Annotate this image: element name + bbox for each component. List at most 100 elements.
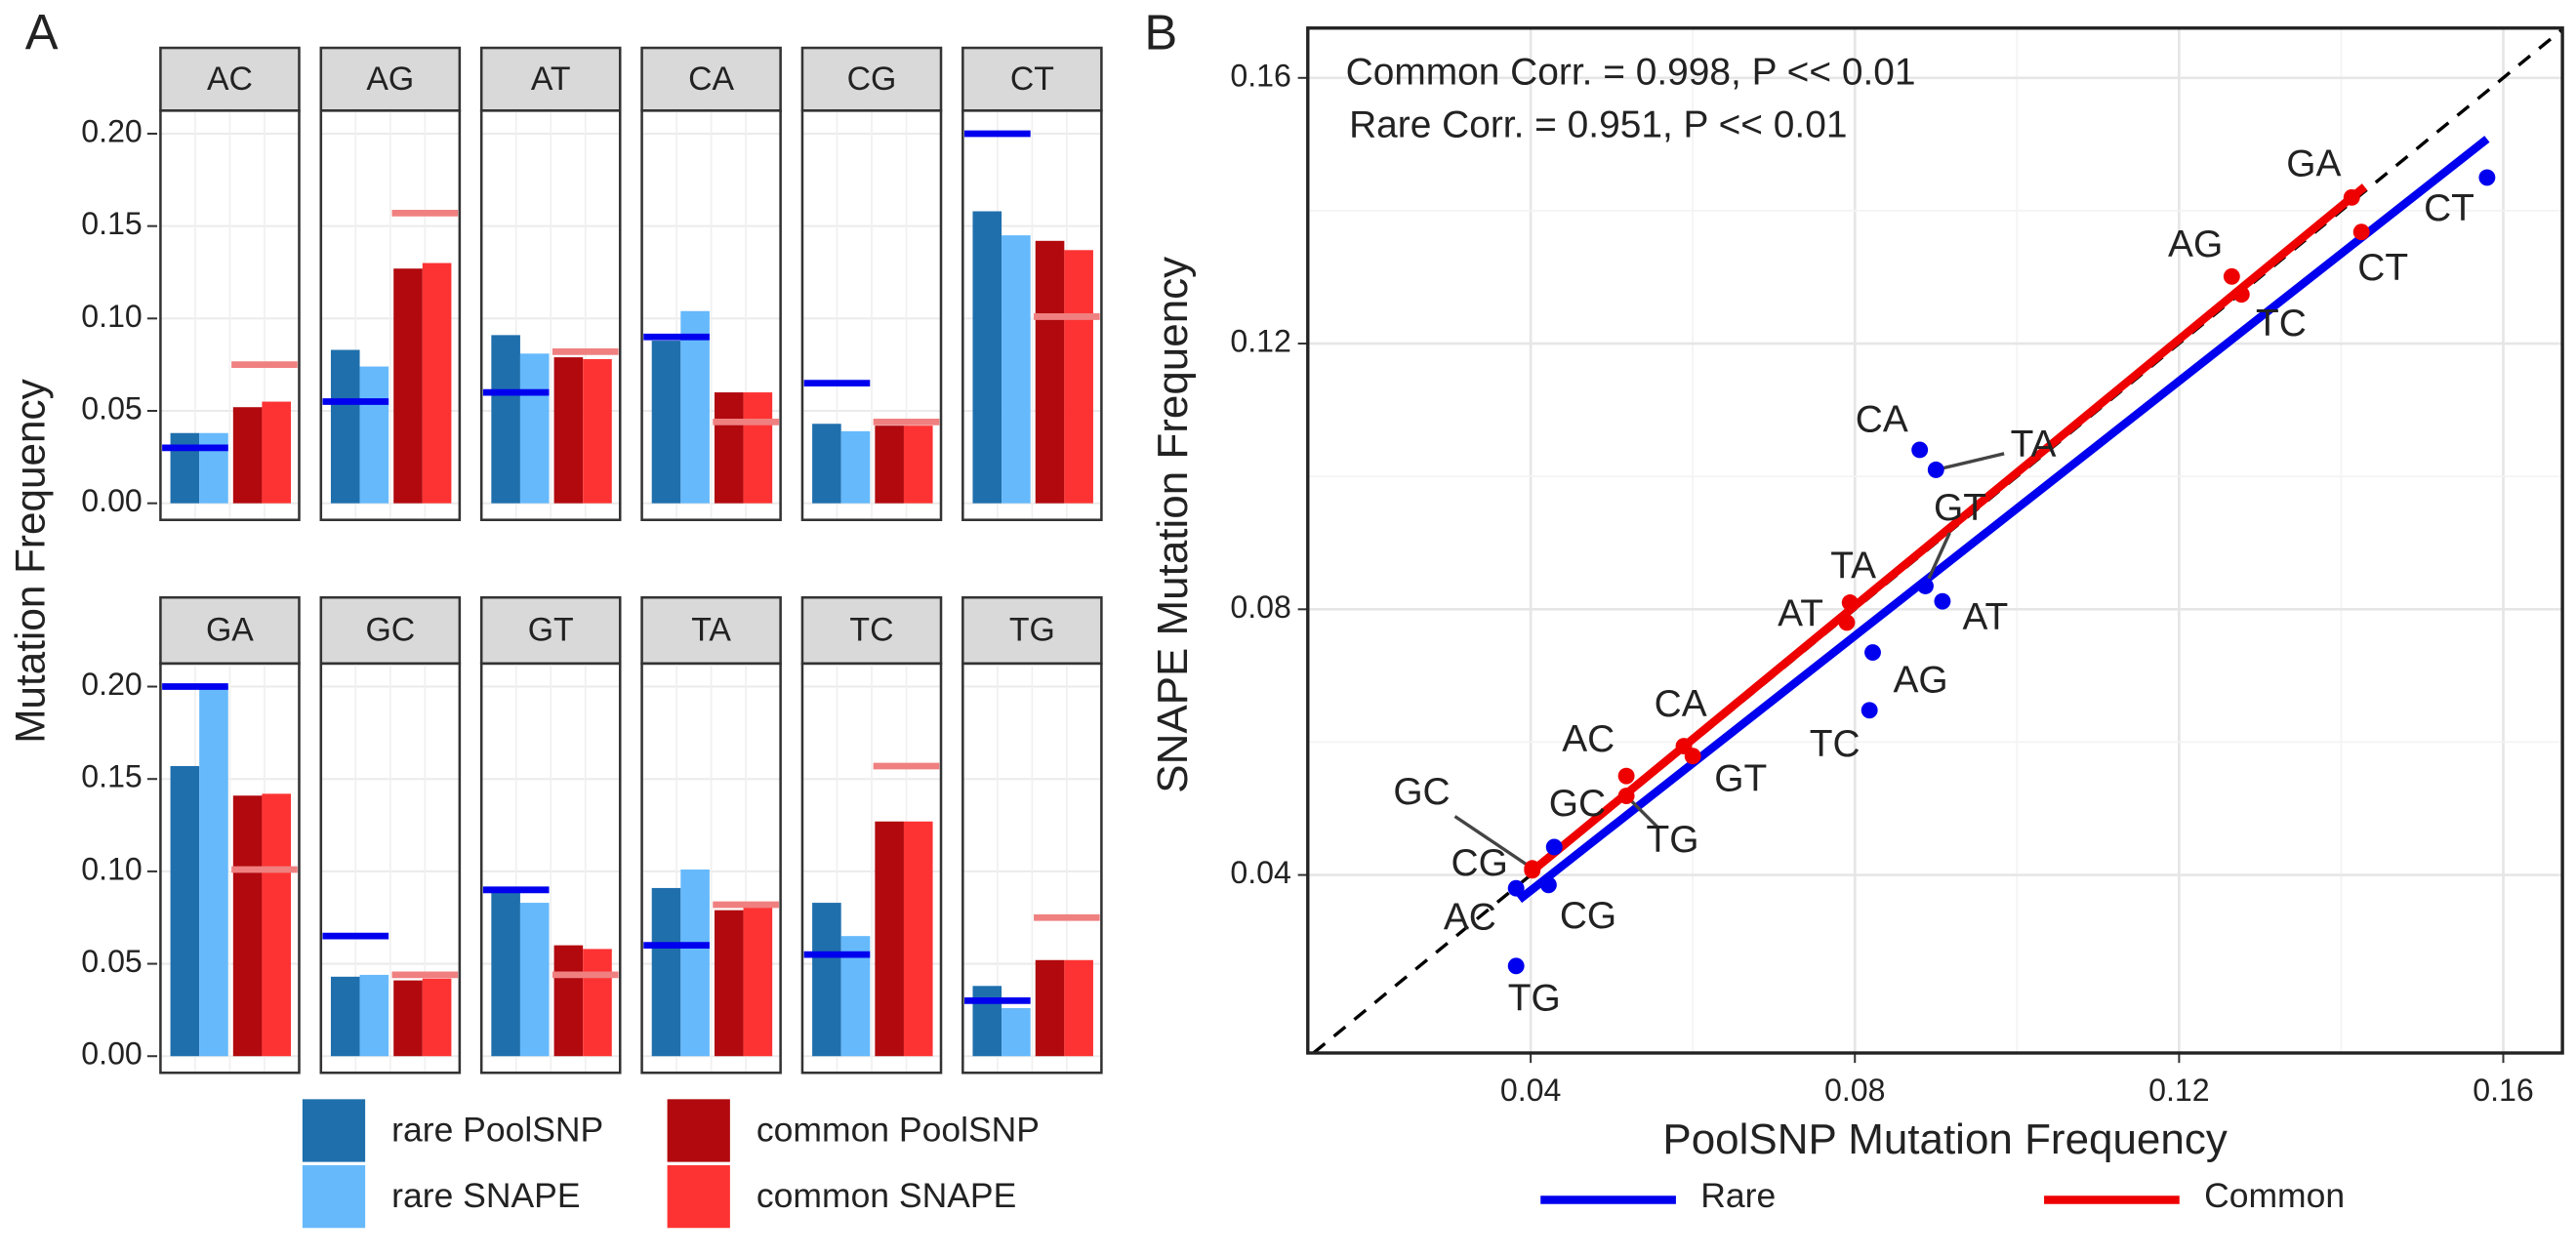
point-label: TG xyxy=(1646,819,1698,861)
point xyxy=(1507,879,1525,897)
panel-border xyxy=(961,662,1103,1074)
point-label: GT xyxy=(1714,757,1767,799)
y-tick-label: 0.15 xyxy=(81,759,143,794)
bar xyxy=(743,906,773,1057)
x-tick-label: 0.16 xyxy=(2473,1073,2534,1108)
x-tick-label: 0.04 xyxy=(1500,1073,1562,1108)
point xyxy=(1617,767,1635,785)
bar xyxy=(583,358,612,504)
strip xyxy=(159,46,301,112)
legend-label: rare PoolSNP xyxy=(391,1111,603,1150)
bar xyxy=(680,869,710,1057)
legend-label: Common xyxy=(2204,1176,2345,1215)
bar xyxy=(903,821,933,1057)
bar xyxy=(170,432,200,504)
y-tick-label: 0.05 xyxy=(81,944,143,979)
annotation: Rare Corr. = 0.951, P << 0.01 xyxy=(1349,103,1847,145)
bar xyxy=(875,425,904,504)
point xyxy=(1911,441,1929,459)
point xyxy=(1860,702,1878,719)
bar xyxy=(972,211,1002,504)
panel-border xyxy=(159,109,301,521)
bar xyxy=(743,392,773,504)
point xyxy=(1684,748,1701,765)
point xyxy=(2343,188,2360,206)
bar xyxy=(232,795,263,1057)
legend-swatch xyxy=(667,1164,730,1229)
bar xyxy=(1035,959,1065,1057)
panel-border xyxy=(1306,26,2564,1055)
bar xyxy=(1035,240,1065,504)
y-tick-label: 0.00 xyxy=(81,483,143,518)
point xyxy=(2478,169,2496,186)
point-label: CA xyxy=(1856,398,1908,440)
bar xyxy=(651,341,681,504)
legend-swatch xyxy=(302,1164,366,1229)
point xyxy=(1539,876,1557,894)
legend-swatch xyxy=(302,1099,366,1162)
point xyxy=(2232,286,2250,304)
annotation: Common Corr. = 0.998, P << 0.01 xyxy=(1346,51,1916,93)
legend-label: common PoolSNP xyxy=(756,1111,1040,1150)
point-label: CA xyxy=(1655,683,1707,725)
label-connector xyxy=(1453,815,1533,871)
point-label: TA xyxy=(1830,545,1876,587)
strip-label: AT xyxy=(531,61,571,98)
x-tick-label: 0.08 xyxy=(1824,1073,1886,1108)
strip-label: GT xyxy=(528,612,574,649)
bar xyxy=(651,887,681,1057)
point-label: GC xyxy=(1393,771,1450,813)
strip xyxy=(159,595,301,666)
bar xyxy=(199,432,228,504)
bar xyxy=(262,793,292,1057)
bar xyxy=(359,974,389,1057)
y-tick-label: 0.08 xyxy=(1230,589,1291,625)
bar xyxy=(1064,250,1093,504)
strip-label: GC xyxy=(365,612,415,649)
point xyxy=(1524,860,1541,877)
legend-swatch xyxy=(667,1099,730,1162)
point xyxy=(1545,838,1563,856)
point-label: TC xyxy=(1810,723,1860,765)
point-label: CG xyxy=(1452,842,1508,884)
point-label: CT xyxy=(2424,187,2474,229)
point xyxy=(2352,223,2370,241)
bar xyxy=(1002,235,1031,504)
y-tick-label: 0.20 xyxy=(81,113,143,148)
strip xyxy=(319,595,462,666)
bar xyxy=(553,357,584,504)
strip-label: CT xyxy=(1010,61,1054,98)
y-axis-label: SNAPE Mutation Frequency xyxy=(1149,257,1197,793)
bar xyxy=(491,335,520,504)
point xyxy=(1927,461,1944,478)
bar xyxy=(903,425,933,504)
panel-border xyxy=(319,109,462,521)
legend-label: rare SNAPE xyxy=(391,1176,580,1215)
strip xyxy=(800,595,943,666)
point xyxy=(1838,614,1856,631)
bar xyxy=(330,976,360,1057)
point-label: GA xyxy=(2286,142,2341,184)
label-connector xyxy=(1935,452,2005,472)
bar xyxy=(393,268,423,504)
point xyxy=(1864,644,1881,662)
point-label: AT xyxy=(1778,592,1823,634)
x-tick-label: 0.12 xyxy=(2148,1073,2210,1108)
y-tick-label: 0.20 xyxy=(81,667,143,702)
panel-border xyxy=(479,109,622,521)
point xyxy=(1617,788,1635,805)
panel-border xyxy=(800,109,943,521)
bar xyxy=(553,945,584,1057)
point-label: TA xyxy=(2011,424,2057,466)
bar xyxy=(583,949,612,1057)
bar xyxy=(875,821,904,1057)
bar xyxy=(519,903,550,1057)
x-axis-label: PoolSNP Mutation Frequency xyxy=(1662,1115,2227,1163)
strip xyxy=(479,595,622,666)
panel-border xyxy=(640,109,782,521)
panel-label: A xyxy=(25,5,59,61)
point-label: AG xyxy=(2168,223,2223,265)
bar xyxy=(359,366,389,504)
y-tick-label: 0.15 xyxy=(81,206,143,241)
strip xyxy=(479,46,622,112)
